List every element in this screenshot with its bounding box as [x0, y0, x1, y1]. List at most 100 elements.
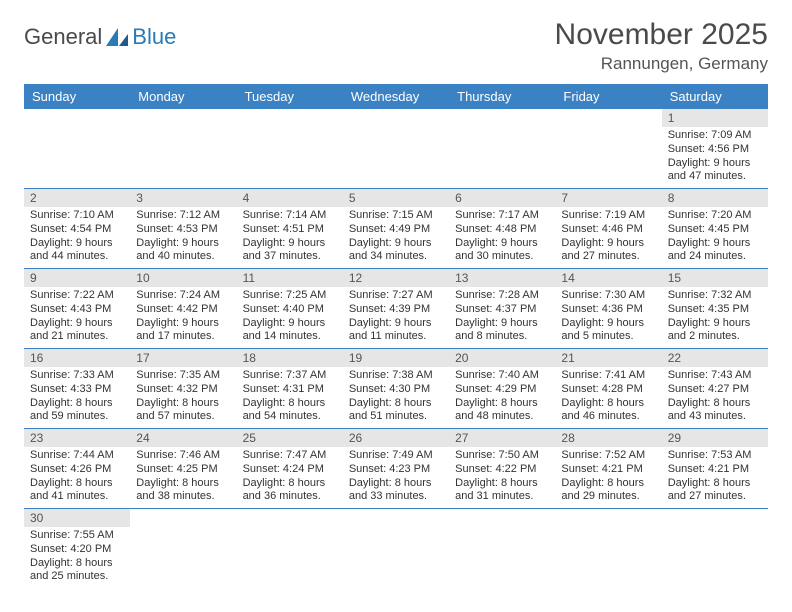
daylight-text: Daylight: 8 hours and 36 minutes. — [243, 477, 337, 505]
calendar-row: 23Sunrise: 7:44 AMSunset: 4:26 PMDayligh… — [24, 429, 768, 509]
calendar-cell: 30Sunrise: 7:55 AMSunset: 4:20 PMDayligh… — [24, 509, 130, 589]
sunrise-text: Sunrise: 7:30 AM — [561, 289, 655, 303]
calendar-cell: 10Sunrise: 7:24 AMSunset: 4:42 PMDayligh… — [130, 269, 236, 349]
day-number: 3 — [130, 189, 236, 207]
day-details: Sunrise: 7:53 AMSunset: 4:21 PMDaylight:… — [662, 449, 768, 508]
calendar-cell: 21Sunrise: 7:41 AMSunset: 4:28 PMDayligh… — [555, 349, 661, 429]
calendar-cell — [130, 109, 236, 189]
sunrise-text: Sunrise: 7:24 AM — [136, 289, 230, 303]
day-number: 4 — [237, 189, 343, 207]
calendar-cell — [449, 509, 555, 589]
daylight-text: Daylight: 9 hours and 47 minutes. — [668, 157, 762, 185]
day-number: 7 — [555, 189, 661, 207]
calendar-cell: 3 Sunrise: 7:12 AMSunset: 4:53 PMDaylight… — [130, 189, 236, 269]
daylight-text: Daylight: 9 hours and 21 minutes. — [30, 317, 124, 345]
sunrise-text: Sunrise: 7:32 AM — [668, 289, 762, 303]
sunset-text: Sunset: 4:42 PM — [136, 303, 230, 317]
calendar-cell: 18Sunrise: 7:37 AMSunset: 4:31 PMDayligh… — [237, 349, 343, 429]
day-header: Sunday — [24, 84, 130, 109]
day-number: 25 — [237, 429, 343, 447]
day-details: Sunrise: 7:15 AMSunset: 4:49 PMDaylight:… — [343, 209, 449, 268]
day-number: 19 — [343, 349, 449, 367]
day-number: 1 — [662, 109, 768, 127]
day-number: 16 — [24, 349, 130, 367]
sunset-text: Sunset: 4:31 PM — [243, 383, 337, 397]
sunrise-text: Sunrise: 7:35 AM — [136, 369, 230, 383]
sunrise-text: Sunrise: 7:46 AM — [136, 449, 230, 463]
logo-text-blue: Blue — [132, 24, 176, 50]
sunrise-text: Sunrise: 7:22 AM — [30, 289, 124, 303]
calendar-cell: 4 Sunrise: 7:14 AMSunset: 4:51 PMDaylight… — [237, 189, 343, 269]
sunrise-text: Sunrise: 7:53 AM — [668, 449, 762, 463]
sunrise-text: Sunrise: 7:10 AM — [30, 209, 124, 223]
calendar-cell: 27Sunrise: 7:50 AMSunset: 4:22 PMDayligh… — [449, 429, 555, 509]
sunrise-text: Sunrise: 7:09 AM — [668, 129, 762, 143]
daylight-text: Daylight: 9 hours and 27 minutes. — [561, 237, 655, 265]
daylight-text: Daylight: 9 hours and 40 minutes. — [136, 237, 230, 265]
calendar-cell: 22Sunrise: 7:43 AMSunset: 4:27 PMDayligh… — [662, 349, 768, 429]
sunset-text: Sunset: 4:51 PM — [243, 223, 337, 237]
calendar-cell: 7Sunrise: 7:19 AMSunset: 4:46 PMDaylight… — [555, 189, 661, 269]
day-number: 10 — [130, 269, 236, 287]
day-details: Sunrise: 7:55 AMSunset: 4:20 PMDaylight:… — [24, 529, 130, 588]
sunset-text: Sunset: 4:25 PM — [136, 463, 230, 477]
calendar-cell — [237, 109, 343, 189]
sunset-text: Sunset: 4:39 PM — [349, 303, 443, 317]
daylight-text: Daylight: 8 hours and 33 minutes. — [349, 477, 443, 505]
day-details: Sunrise: 7:35 AMSunset: 4:32 PMDaylight:… — [130, 369, 236, 428]
day-number: 8 — [662, 189, 768, 207]
logo: General Blue — [24, 24, 176, 50]
sunset-text: Sunset: 4:49 PM — [349, 223, 443, 237]
calendar-cell: 11Sunrise: 7:25 AMSunset: 4:40 PMDayligh… — [237, 269, 343, 349]
sunset-text: Sunset: 4:45 PM — [668, 223, 762, 237]
calendar-cell — [449, 109, 555, 189]
calendar-row: 9Sunrise: 7:22 AMSunset: 4:43 PMDaylight… — [24, 269, 768, 349]
day-details: Sunrise: 7:14 AMSunset: 4:51 PMDaylight:… — [237, 209, 343, 268]
daylight-text: Daylight: 9 hours and 44 minutes. — [30, 237, 124, 265]
day-details: Sunrise: 7:49 AMSunset: 4:23 PMDaylight:… — [343, 449, 449, 508]
sunset-text: Sunset: 4:56 PM — [668, 143, 762, 157]
day-number: 22 — [662, 349, 768, 367]
calendar-cell — [555, 509, 661, 589]
day-details: Sunrise: 7:09 AMSunset: 4:56 PMDaylight:… — [662, 129, 768, 188]
sunrise-text: Sunrise: 7:28 AM — [455, 289, 549, 303]
daylight-text: Daylight: 8 hours and 29 minutes. — [561, 477, 655, 505]
daylight-text: Daylight: 9 hours and 30 minutes. — [455, 237, 549, 265]
calendar-table: Sunday Monday Tuesday Wednesday Thursday… — [24, 84, 768, 588]
day-details: Sunrise: 7:37 AMSunset: 4:31 PMDaylight:… — [237, 369, 343, 428]
day-details: Sunrise: 7:10 AMSunset: 4:54 PMDaylight:… — [24, 209, 130, 268]
sunrise-text: Sunrise: 7:25 AM — [243, 289, 337, 303]
sunset-text: Sunset: 4:46 PM — [561, 223, 655, 237]
day-number: 24 — [130, 429, 236, 447]
calendar-cell — [343, 109, 449, 189]
sunrise-text: Sunrise: 7:33 AM — [30, 369, 124, 383]
day-number: 13 — [449, 269, 555, 287]
sunrise-text: Sunrise: 7:40 AM — [455, 369, 549, 383]
day-header: Thursday — [449, 84, 555, 109]
day-number: 14 — [555, 269, 661, 287]
daylight-text: Daylight: 8 hours and 57 minutes. — [136, 397, 230, 425]
sunset-text: Sunset: 4:48 PM — [455, 223, 549, 237]
sunrise-text: Sunrise: 7:43 AM — [668, 369, 762, 383]
sunset-text: Sunset: 4:22 PM — [455, 463, 549, 477]
sunset-text: Sunset: 4:23 PM — [349, 463, 443, 477]
daylight-text: Daylight: 9 hours and 5 minutes. — [561, 317, 655, 345]
calendar-cell: 5 Sunrise: 7:15 AMSunset: 4:49 PMDaylight… — [343, 189, 449, 269]
day-number: 15 — [662, 269, 768, 287]
sunrise-text: Sunrise: 7:47 AM — [243, 449, 337, 463]
daylight-text: Daylight: 9 hours and 11 minutes. — [349, 317, 443, 345]
calendar-cell: 8Sunrise: 7:20 AMSunset: 4:45 PMDaylight… — [662, 189, 768, 269]
calendar-cell — [555, 109, 661, 189]
calendar-cell: 24Sunrise: 7:46 AMSunset: 4:25 PMDayligh… — [130, 429, 236, 509]
day-header: Wednesday — [343, 84, 449, 109]
day-details: Sunrise: 7:33 AMSunset: 4:33 PMDaylight:… — [24, 369, 130, 428]
sunset-text: Sunset: 4:21 PM — [668, 463, 762, 477]
calendar-cell: 13Sunrise: 7:28 AMSunset: 4:37 PMDayligh… — [449, 269, 555, 349]
day-number: 9 — [24, 269, 130, 287]
day-details: Sunrise: 7:52 AMSunset: 4:21 PMDaylight:… — [555, 449, 661, 508]
day-details: Sunrise: 7:12 AMSunset: 4:53 PMDaylight:… — [130, 209, 236, 268]
day-number: 2 — [24, 189, 130, 207]
sunrise-text: Sunrise: 7:38 AM — [349, 369, 443, 383]
day-details: Sunrise: 7:30 AMSunset: 4:36 PMDaylight:… — [555, 289, 661, 348]
day-number: 5 — [343, 189, 449, 207]
